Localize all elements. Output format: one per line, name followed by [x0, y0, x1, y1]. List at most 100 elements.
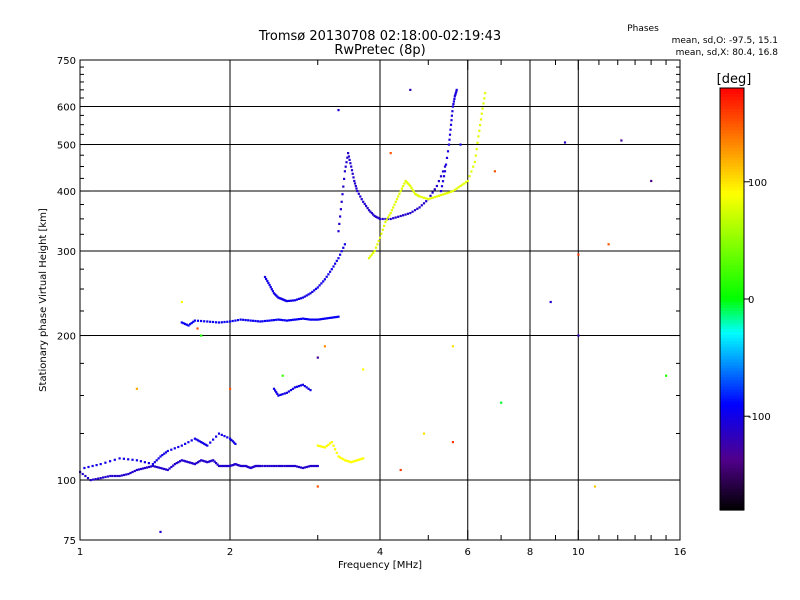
data-point — [113, 458, 116, 461]
colorbar-strip — [720, 407, 744, 412]
colorbar-strip — [720, 181, 744, 186]
data-point — [356, 459, 359, 462]
data-point — [409, 184, 412, 188]
data-point — [386, 217, 390, 221]
data-point — [376, 243, 379, 246]
data-point — [457, 186, 460, 189]
data-point — [453, 97, 456, 101]
data-point — [305, 318, 308, 321]
data-point — [431, 191, 434, 194]
data-point — [403, 182, 406, 185]
data-point — [261, 320, 264, 323]
data-point — [131, 458, 134, 461]
data-point — [318, 318, 321, 321]
colorbar-strip — [720, 356, 744, 360]
data-point — [204, 460, 207, 463]
colorbar-strip — [720, 139, 744, 143]
phases-stats-x: mean, sd,X: 80.4, 16.8 — [676, 48, 779, 58]
data-point — [381, 228, 384, 231]
data-point — [275, 318, 278, 321]
data-point — [84, 474, 87, 478]
data-point — [449, 128, 452, 131]
axis-ticks — [79, 59, 681, 541]
data-point — [283, 392, 286, 395]
data-point — [389, 212, 392, 215]
data-point — [230, 438, 233, 442]
data-point — [244, 464, 247, 468]
data-point — [256, 320, 259, 323]
data-point — [395, 198, 399, 201]
data-point — [198, 440, 201, 443]
y-tick-label: 300 — [57, 247, 76, 258]
data-point — [468, 175, 471, 178]
data-point — [180, 300, 183, 304]
data-point — [94, 478, 97, 481]
data-point — [297, 385, 301, 388]
data-point — [473, 160, 476, 164]
x-tick-label: 16 — [674, 547, 687, 558]
colorbar-strip — [720, 308, 744, 312]
colorbar-strip — [720, 154, 744, 158]
data-point — [459, 143, 462, 146]
data-point — [376, 216, 379, 219]
data-point — [113, 474, 117, 478]
colorbar-strip — [720, 377, 744, 381]
data-point — [316, 318, 319, 321]
data-point — [448, 138, 451, 141]
colorbar-strip — [720, 226, 744, 231]
colorbar-strip — [720, 130, 744, 134]
colorbar-strip — [720, 368, 744, 372]
colorbar-strip — [720, 232, 744, 237]
data-point — [235, 463, 238, 466]
colorbar-strip — [720, 314, 744, 318]
data-point — [267, 281, 270, 285]
colorbar-strip — [720, 359, 744, 363]
data-point — [353, 182, 357, 185]
data-point — [163, 452, 166, 455]
colorbar-strip — [720, 100, 744, 104]
colorbar-strip — [720, 238, 744, 243]
colorbar-strip — [720, 371, 744, 375]
data-point — [159, 530, 162, 533]
data-point — [337, 257, 340, 260]
data-point — [293, 299, 297, 302]
data-point — [224, 464, 228, 468]
data-point — [320, 318, 323, 321]
data-point — [355, 187, 358, 190]
data-point — [281, 464, 284, 468]
data-point — [389, 152, 392, 155]
colorbar-strip — [720, 503, 744, 508]
data-point — [474, 154, 477, 157]
data-point — [443, 165, 447, 168]
data-point — [422, 202, 426, 205]
data-point — [334, 448, 337, 451]
colorbar-strip — [720, 392, 744, 397]
data-point — [192, 320, 195, 323]
data-point — [437, 194, 440, 197]
data-point — [248, 466, 251, 469]
data-point — [250, 466, 253, 469]
data-point — [155, 459, 158, 462]
data-point — [297, 297, 301, 300]
data-point — [335, 315, 338, 319]
data-point — [338, 222, 341, 225]
data-point — [311, 290, 314, 293]
data-point — [143, 466, 147, 470]
data-point — [370, 212, 373, 215]
data-point — [593, 485, 597, 488]
data-point — [157, 457, 160, 460]
data-point — [409, 88, 412, 91]
colorbar-strip — [720, 326, 744, 330]
data-point — [452, 103, 455, 106]
data-point — [270, 319, 273, 322]
data-point — [244, 319, 247, 322]
data-point — [157, 466, 160, 469]
colorbar-strip — [720, 401, 744, 406]
data-point — [116, 474, 119, 478]
data-point — [450, 119, 453, 122]
data-point — [279, 464, 282, 468]
colorbar-strip — [720, 497, 744, 502]
colorbar-strip — [720, 467, 744, 472]
data-point — [118, 457, 121, 460]
colorbar-strip — [720, 476, 744, 481]
